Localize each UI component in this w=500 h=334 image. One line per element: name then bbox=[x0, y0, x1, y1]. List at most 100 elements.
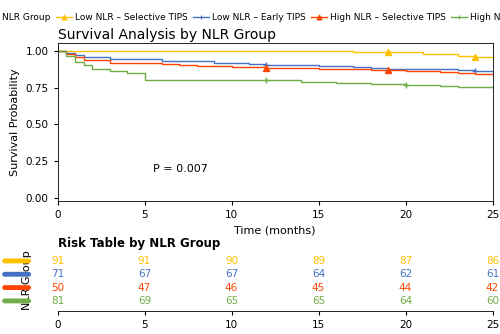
High NLR – Early TIPS bbox=[176, 78, 182, 82]
Text: 71: 71 bbox=[51, 269, 64, 279]
High NLR – Selective TIPS bbox=[420, 69, 426, 73]
High NLR – Early TIPS bbox=[159, 78, 165, 82]
Low NLR – Selective TIPS bbox=[228, 49, 234, 53]
Low NLR – Selective TIPS bbox=[333, 49, 339, 53]
Low NLR – Early TIPS bbox=[333, 64, 339, 68]
Text: 44: 44 bbox=[399, 283, 412, 293]
High NLR – Early TIPS bbox=[316, 80, 322, 84]
Low NLR – Selective TIPS bbox=[176, 49, 182, 53]
Y-axis label: NLR Group: NLR Group bbox=[22, 250, 32, 310]
High NLR – Early TIPS bbox=[246, 78, 252, 82]
Low NLR – Selective TIPS bbox=[438, 52, 444, 56]
Low NLR – Early TIPS bbox=[194, 59, 200, 63]
High NLR – Selective TIPS bbox=[54, 49, 60, 53]
High NLR – Selective TIPS bbox=[280, 66, 286, 70]
High NLR – Early TIPS bbox=[402, 82, 408, 87]
Low NLR – Selective TIPS bbox=[350, 50, 356, 54]
High NLR – Early TIPS bbox=[350, 81, 356, 85]
High NLR – Selective TIPS bbox=[176, 63, 182, 67]
Low NLR – Early TIPS bbox=[54, 49, 60, 53]
High NLR – Selective TIPS bbox=[246, 65, 252, 69]
Low NLR – Early TIPS bbox=[402, 67, 408, 71]
Low NLR – Early TIPS bbox=[211, 61, 217, 65]
Text: 89: 89 bbox=[312, 256, 325, 266]
High NLR – Selective TIPS bbox=[264, 66, 270, 70]
Low NLR – Early TIPS bbox=[420, 67, 426, 71]
High NLR – Selective TIPS bbox=[333, 67, 339, 71]
Low NLR – Early TIPS bbox=[385, 67, 391, 71]
High NLR – Early TIPS bbox=[454, 85, 460, 89]
Text: 87: 87 bbox=[399, 256, 412, 266]
Low NLR – Selective TIPS bbox=[80, 49, 86, 53]
Line: Low NLR – Early TIPS: Low NLR – Early TIPS bbox=[58, 51, 492, 72]
High NLR – Early TIPS bbox=[72, 60, 78, 64]
High NLR – Early TIPS bbox=[280, 78, 286, 82]
Text: 91: 91 bbox=[51, 256, 64, 266]
High NLR – Selective TIPS bbox=[63, 52, 69, 56]
Low NLR – Early TIPS bbox=[264, 63, 270, 67]
Low NLR – Early TIPS bbox=[63, 51, 69, 55]
High NLR – Selective TIPS bbox=[211, 64, 217, 68]
High NLR – Selective TIPS bbox=[316, 67, 322, 71]
Low NLR – Selective TIPS bbox=[280, 49, 286, 53]
High NLR – Selective TIPS bbox=[402, 68, 408, 72]
Text: 90: 90 bbox=[225, 256, 238, 266]
Low NLR – Early TIPS bbox=[72, 53, 78, 57]
Low NLR – Early TIPS bbox=[176, 59, 182, 63]
Low NLR – Early TIPS bbox=[472, 69, 478, 73]
Low NLR – Selective TIPS bbox=[142, 49, 148, 53]
High NLR – Selective TIPS bbox=[490, 73, 496, 77]
High NLR – Early TIPS bbox=[438, 84, 444, 88]
Text: 81: 81 bbox=[51, 296, 64, 306]
Text: 64: 64 bbox=[312, 269, 325, 279]
High NLR – Selective TIPS bbox=[472, 72, 478, 76]
Line: Low NLR – Selective TIPS: Low NLR – Selective TIPS bbox=[58, 51, 492, 59]
Low NLR – Selective TIPS bbox=[124, 49, 130, 53]
Low NLR – Early TIPS bbox=[316, 64, 322, 68]
Low NLR – Early TIPS bbox=[368, 66, 374, 70]
High NLR – Selective TIPS bbox=[228, 65, 234, 69]
Low NLR – Early TIPS bbox=[142, 57, 148, 61]
Low NLR – Selective TIPS bbox=[316, 49, 322, 53]
Low NLR – Early TIPS bbox=[454, 68, 460, 72]
High NLR – Selective TIPS bbox=[159, 62, 165, 66]
High NLR – Early TIPS bbox=[264, 78, 270, 82]
High NLR – Selective TIPS bbox=[106, 60, 112, 64]
High NLR – Early TIPS bbox=[90, 67, 96, 71]
Low NLR – Selective TIPS bbox=[298, 49, 304, 53]
Low NLR – Early TIPS bbox=[490, 70, 496, 74]
Low NLR – Early TIPS bbox=[106, 57, 112, 61]
High NLR – Selective TIPS bbox=[194, 63, 200, 67]
Low NLR – Selective TIPS bbox=[194, 49, 200, 53]
Low NLR – Selective TIPS bbox=[246, 49, 252, 53]
High NLR – Selective TIPS bbox=[454, 71, 460, 75]
Line: High NLR – Selective TIPS: High NLR – Selective TIPS bbox=[58, 51, 492, 75]
High NLR – Early TIPS bbox=[54, 49, 60, 53]
Low NLR – Selective TIPS bbox=[90, 49, 96, 53]
High NLR – Early TIPS bbox=[124, 70, 130, 74]
High NLR – Early TIPS bbox=[63, 54, 69, 58]
Low NLR – Selective TIPS bbox=[63, 49, 69, 53]
Text: 67: 67 bbox=[225, 269, 238, 279]
High NLR – Selective TIPS bbox=[350, 67, 356, 71]
Low NLR – Selective TIPS bbox=[159, 49, 165, 53]
High NLR – Early TIPS bbox=[298, 80, 304, 84]
High NLR – Early TIPS bbox=[385, 82, 391, 86]
Text: 47: 47 bbox=[138, 283, 151, 293]
High NLR – Selective TIPS bbox=[368, 67, 374, 71]
Low NLR – Early TIPS bbox=[90, 55, 96, 59]
Text: 67: 67 bbox=[138, 269, 151, 279]
Low NLR – Early TIPS bbox=[350, 65, 356, 69]
Low NLR – Selective TIPS bbox=[490, 57, 496, 61]
Legend: NLR Group, Low NLR – Selective TIPS, Low NLR – Early TIPS, High NLR – Selective : NLR Group, Low NLR – Selective TIPS, Low… bbox=[0, 13, 500, 22]
High NLR – Selective TIPS bbox=[385, 68, 391, 72]
High NLR – Selective TIPS bbox=[124, 60, 130, 64]
Low NLR – Selective TIPS bbox=[420, 52, 426, 56]
High NLR – Selective TIPS bbox=[142, 60, 148, 64]
Text: 91: 91 bbox=[138, 256, 151, 266]
Low NLR – Selective TIPS bbox=[472, 55, 478, 59]
Low NLR – Selective TIPS bbox=[54, 49, 60, 53]
Low NLR – Early TIPS bbox=[246, 62, 252, 66]
Low NLR – Early TIPS bbox=[159, 59, 165, 63]
High NLR – Early TIPS bbox=[142, 78, 148, 82]
